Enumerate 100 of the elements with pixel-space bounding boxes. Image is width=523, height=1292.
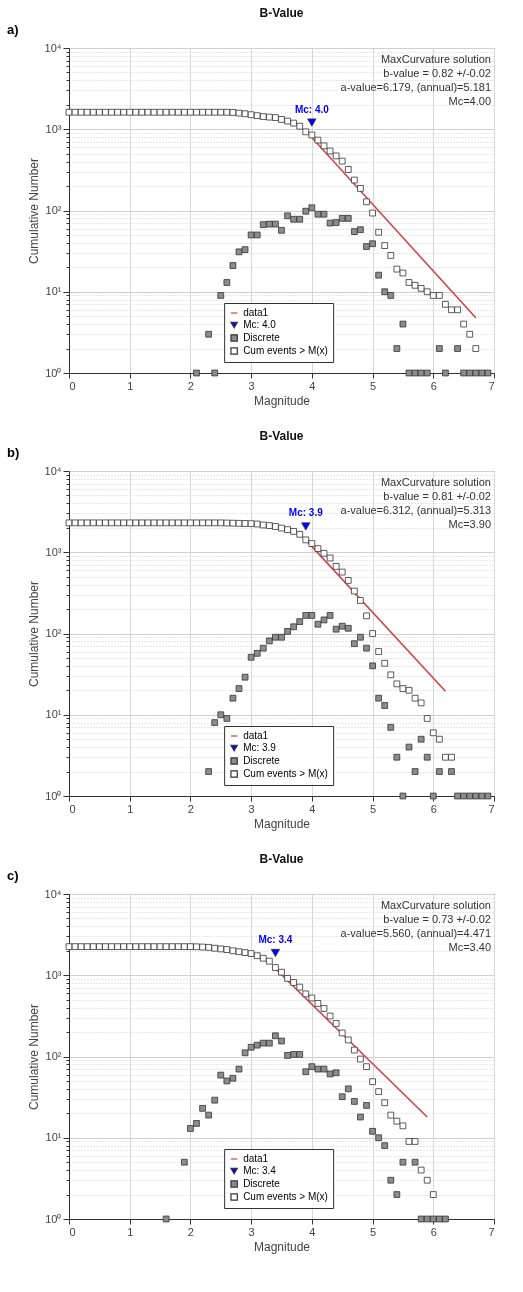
point: [472, 792, 480, 800]
legend-label: Cum events > M(x): [243, 768, 328, 779]
x-tick-label: 2: [187, 379, 194, 392]
point: [326, 1070, 334, 1078]
point: [266, 220, 273, 228]
point: [351, 228, 358, 235]
x-tick-label: 0: [69, 379, 76, 392]
point: [235, 1065, 243, 1073]
x-axis-title: Magnitude: [253, 393, 311, 408]
point: [375, 694, 382, 702]
point: [307, 118, 317, 127]
x-tick-label: 6: [430, 379, 437, 392]
point: [357, 226, 364, 234]
point: [381, 288, 389, 296]
point: [478, 792, 486, 800]
point: [187, 1125, 194, 1132]
point: [393, 345, 401, 352]
point: [217, 711, 225, 719]
annotation: MaxCurvature solution: [380, 899, 491, 911]
point: [259, 644, 267, 652]
point: [235, 685, 243, 692]
point: [302, 612, 310, 619]
text: a): [7, 22, 19, 37]
x-tick-label: 2: [187, 1225, 194, 1238]
y-tick-label: 10³: [45, 545, 62, 558]
x-axis-title: Magnitude: [253, 816, 311, 831]
point: [460, 792, 467, 800]
point: [399, 792, 407, 800]
y-tick-label: 10²: [45, 204, 62, 216]
point: [247, 1043, 255, 1051]
point: [369, 240, 376, 248]
point: [393, 1191, 401, 1198]
point: [253, 231, 261, 239]
point: [357, 633, 364, 641]
y-tick-label: 10³: [45, 968, 62, 981]
point: [387, 724, 395, 731]
point: [253, 650, 261, 657]
point: [290, 623, 297, 631]
point: [423, 1215, 431, 1223]
point: [405, 743, 413, 751]
y-tick-label: 10¹: [45, 285, 62, 298]
point: [344, 215, 352, 222]
x-tick-label: 6: [430, 802, 437, 815]
x-tick-label: 7: [488, 802, 495, 815]
point: [314, 210, 322, 218]
point: [314, 1065, 322, 1073]
point: [387, 1176, 395, 1184]
x-tick-label: 3: [248, 1225, 255, 1238]
chart-title: B-Value: [259, 429, 304, 443]
y-axis-title: Cumulative Number: [26, 580, 41, 688]
point: [266, 1039, 273, 1047]
point: [399, 1158, 407, 1166]
x-tick-label: 4: [309, 1225, 316, 1238]
point: [381, 702, 389, 709]
point: [436, 1215, 443, 1223]
x-tick-label: 0: [69, 802, 76, 815]
point: [338, 215, 346, 222]
text: b): [7, 445, 20, 460]
point: [247, 231, 255, 239]
legend-label: Mc: 4.0: [243, 319, 277, 330]
point: [284, 1052, 291, 1059]
point: [423, 753, 431, 761]
point: [296, 1051, 304, 1058]
y-tick-label: 10⁴: [44, 887, 62, 900]
point: [302, 207, 310, 215]
point: [393, 753, 401, 761]
point: [272, 633, 279, 641]
point: [332, 625, 340, 633]
point: [417, 369, 425, 377]
point: [278, 633, 285, 641]
legend-label: Discrete: [243, 1178, 281, 1189]
chart-title: B-Value: [259, 6, 304, 20]
annotation: Mc=3.40: [448, 941, 491, 953]
x-tick-label: 0: [69, 1225, 76, 1238]
x-tick-label: 6: [430, 1225, 437, 1238]
point: [162, 1215, 170, 1223]
point: [301, 522, 311, 531]
x-tick-label: 4: [309, 802, 316, 815]
y-tick-label: 10¹: [45, 1131, 62, 1144]
y-axis-title: Cumulative Number: [26, 1003, 41, 1111]
legend-label: Discrete: [243, 332, 281, 343]
point: [454, 345, 461, 352]
annotation: b-value = 0.73 +/-0.02: [383, 913, 491, 925]
x-tick-label: 5: [370, 379, 377, 392]
point: [326, 612, 334, 619]
point: [199, 1105, 206, 1112]
point: [308, 612, 316, 619]
x-tick-label: 5: [370, 1225, 377, 1238]
point: [363, 1102, 370, 1109]
point: [375, 1134, 382, 1142]
point: [223, 279, 231, 286]
point: [272, 1032, 279, 1040]
point: [229, 1074, 237, 1082]
point: [351, 640, 358, 647]
point: [375, 271, 382, 279]
point: [344, 1085, 352, 1093]
annotation: a-value=6.179, (annual)=5.181: [340, 81, 491, 93]
point: [369, 662, 376, 670]
y-tick-label: 10⁴: [44, 464, 62, 477]
x-tick-label: 4: [309, 379, 316, 392]
